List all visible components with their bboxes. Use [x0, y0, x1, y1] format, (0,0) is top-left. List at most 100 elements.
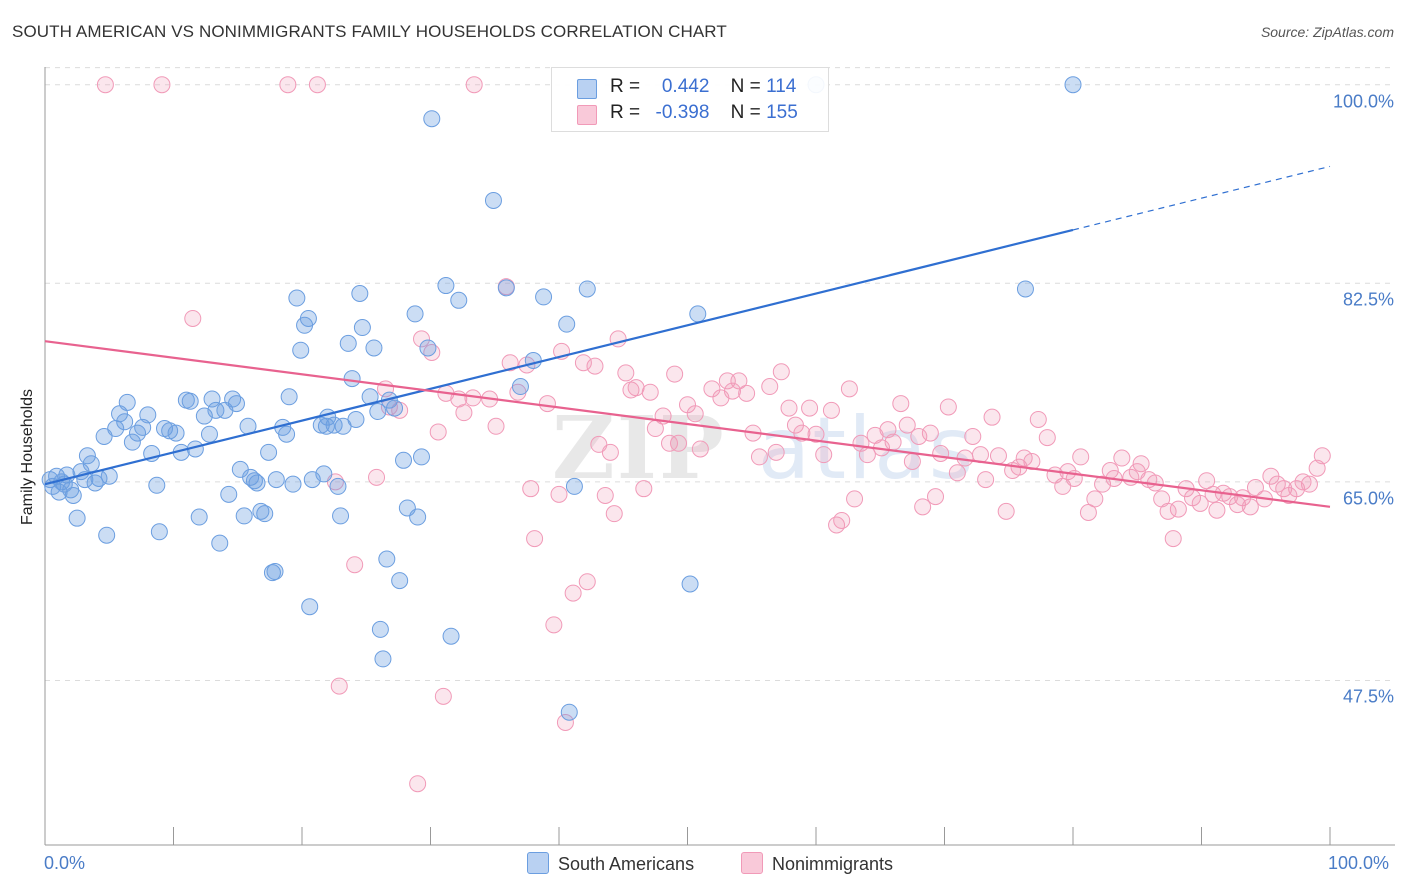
bottom-legend-swatch-pink [741, 852, 763, 874]
data-point-south-americans [235, 507, 253, 525]
data-point-nonimmigrants [738, 384, 756, 402]
data-point-nonimmigrants [346, 556, 364, 574]
data-point-nonimmigrants [977, 471, 995, 489]
data-point-south-americans [315, 465, 333, 483]
data-point-nonimmigrants [326, 473, 344, 491]
data-point-nonimmigrants [617, 364, 635, 382]
legend-n-value: 114 [766, 76, 797, 97]
data-point-south-americans [266, 563, 284, 581]
data-point-south-americans [95, 427, 113, 445]
data-point-south-americans [560, 703, 578, 721]
data-point-nonimmigrants [429, 423, 447, 441]
legend-r-value: -0.398 [655, 102, 710, 123]
data-point-nonimmigrants [927, 488, 945, 506]
data-point-nonimmigrants [596, 486, 614, 504]
bottom-legend-swatch-blue [527, 852, 549, 874]
data-point-south-americans [371, 620, 389, 638]
data-point-nonimmigrants [840, 380, 858, 398]
data-point-nonimmigrants [939, 398, 957, 416]
data-point-nonimmigrants [601, 443, 619, 461]
data-point-south-americans [64, 486, 82, 504]
data-point-south-americans [134, 418, 152, 436]
data-point-south-americans [82, 455, 100, 473]
data-point-nonimmigrants [898, 416, 916, 434]
data-point-south-americans [374, 650, 392, 668]
data-point-south-americans [365, 339, 383, 357]
data-point-south-americans [395, 451, 413, 469]
bottom-legend-label: Nonimmigrants [772, 854, 894, 874]
data-point-nonimmigrants [879, 421, 897, 439]
data-point-nonimmigrants [1128, 463, 1146, 481]
y-tick-label-82-5: 82.5% [1342, 289, 1394, 310]
data-point-south-americans [211, 534, 229, 552]
data-point-nonimmigrants [308, 76, 326, 94]
data-point-nonimmigrants [1208, 501, 1226, 519]
data-point-south-americans [116, 413, 134, 431]
data-point-nonimmigrants [686, 405, 704, 423]
correlation-legend: R = 0.442 N = 114 R = -0.398 N = 155 [551, 67, 829, 132]
data-point-nonimmigrants [750, 448, 768, 466]
legend-n-label: N = [730, 102, 761, 123]
data-point-nonimmigrants [892, 395, 910, 413]
data-point-south-americans [167, 424, 185, 442]
data-point-south-americans [524, 351, 542, 369]
data-point-south-americans [148, 476, 166, 494]
legend-n-label: N = [730, 76, 761, 97]
data-point-south-americans [437, 277, 455, 295]
data-point-south-americans [278, 425, 296, 443]
data-point-nonimmigrants [409, 775, 427, 793]
data-point-south-americans [301, 598, 319, 616]
data-point-south-americans [150, 523, 168, 541]
data-point-south-americans [442, 627, 460, 645]
data-point-nonimmigrants [413, 330, 431, 348]
data-point-south-americans [497, 279, 515, 297]
data-point-south-americans [260, 443, 278, 461]
data-point-nonimmigrants [330, 677, 348, 695]
data-point-nonimmigrants [807, 425, 825, 443]
data-point-nonimmigrants [641, 383, 659, 401]
data-point-nonimmigrants [96, 76, 114, 94]
data-point-south-americans [343, 370, 361, 388]
data-point-nonimmigrants [833, 511, 851, 529]
data-point-nonimmigrants [718, 372, 736, 390]
data-point-nonimmigrants [501, 354, 519, 372]
data-point-nonimmigrants [964, 427, 982, 445]
data-point-nonimmigrants [691, 440, 709, 458]
y-axis-label: Family Households [19, 388, 36, 526]
data-point-south-americans [578, 280, 596, 298]
data-point-south-americans [1016, 280, 1034, 298]
data-point-south-americans [386, 399, 404, 417]
data-point-south-americans [1064, 76, 1082, 94]
data-point-nonimmigrants [1198, 472, 1216, 490]
data-point-nonimmigrants [465, 76, 483, 94]
bottom-legend-label: South Americans [558, 854, 695, 874]
data-point-nonimmigrants [526, 530, 544, 548]
data-point-south-americans [681, 575, 699, 593]
data-point-south-americans [181, 392, 199, 410]
data-point-south-americans [68, 509, 86, 527]
data-point-south-americans [353, 319, 371, 337]
data-point-nonimmigrants [1159, 502, 1177, 520]
data-point-south-americans [378, 550, 396, 568]
data-point-nonimmigrants [545, 616, 563, 634]
data-point-south-americans [161, 422, 179, 440]
data-point-nonimmigrants [538, 395, 556, 413]
data-point-nonimmigrants [578, 573, 596, 591]
data-point-south-americans [299, 309, 317, 327]
data-point-south-americans [292, 341, 310, 359]
data-point-nonimmigrants [903, 452, 921, 470]
data-point-nonimmigrants [586, 357, 604, 375]
legend-r-label: R = [610, 76, 641, 97]
data-point-nonimmigrants [932, 445, 950, 462]
trendline-south-americans [44, 228, 1074, 486]
bottom-legend-south-americans: South Americans [527, 852, 694, 875]
data-point-nonimmigrants [605, 505, 623, 523]
data-point-south-americans [406, 305, 424, 323]
source-credit: Source: ZipAtlas.com [1260, 24, 1394, 40]
data-point-south-americans [288, 289, 306, 307]
data-point-south-americans [423, 110, 441, 128]
data-point-south-americans [558, 315, 576, 333]
data-point-south-americans [339, 334, 357, 352]
data-point-south-americans [329, 477, 347, 495]
data-point-nonimmigrants [1029, 410, 1047, 428]
